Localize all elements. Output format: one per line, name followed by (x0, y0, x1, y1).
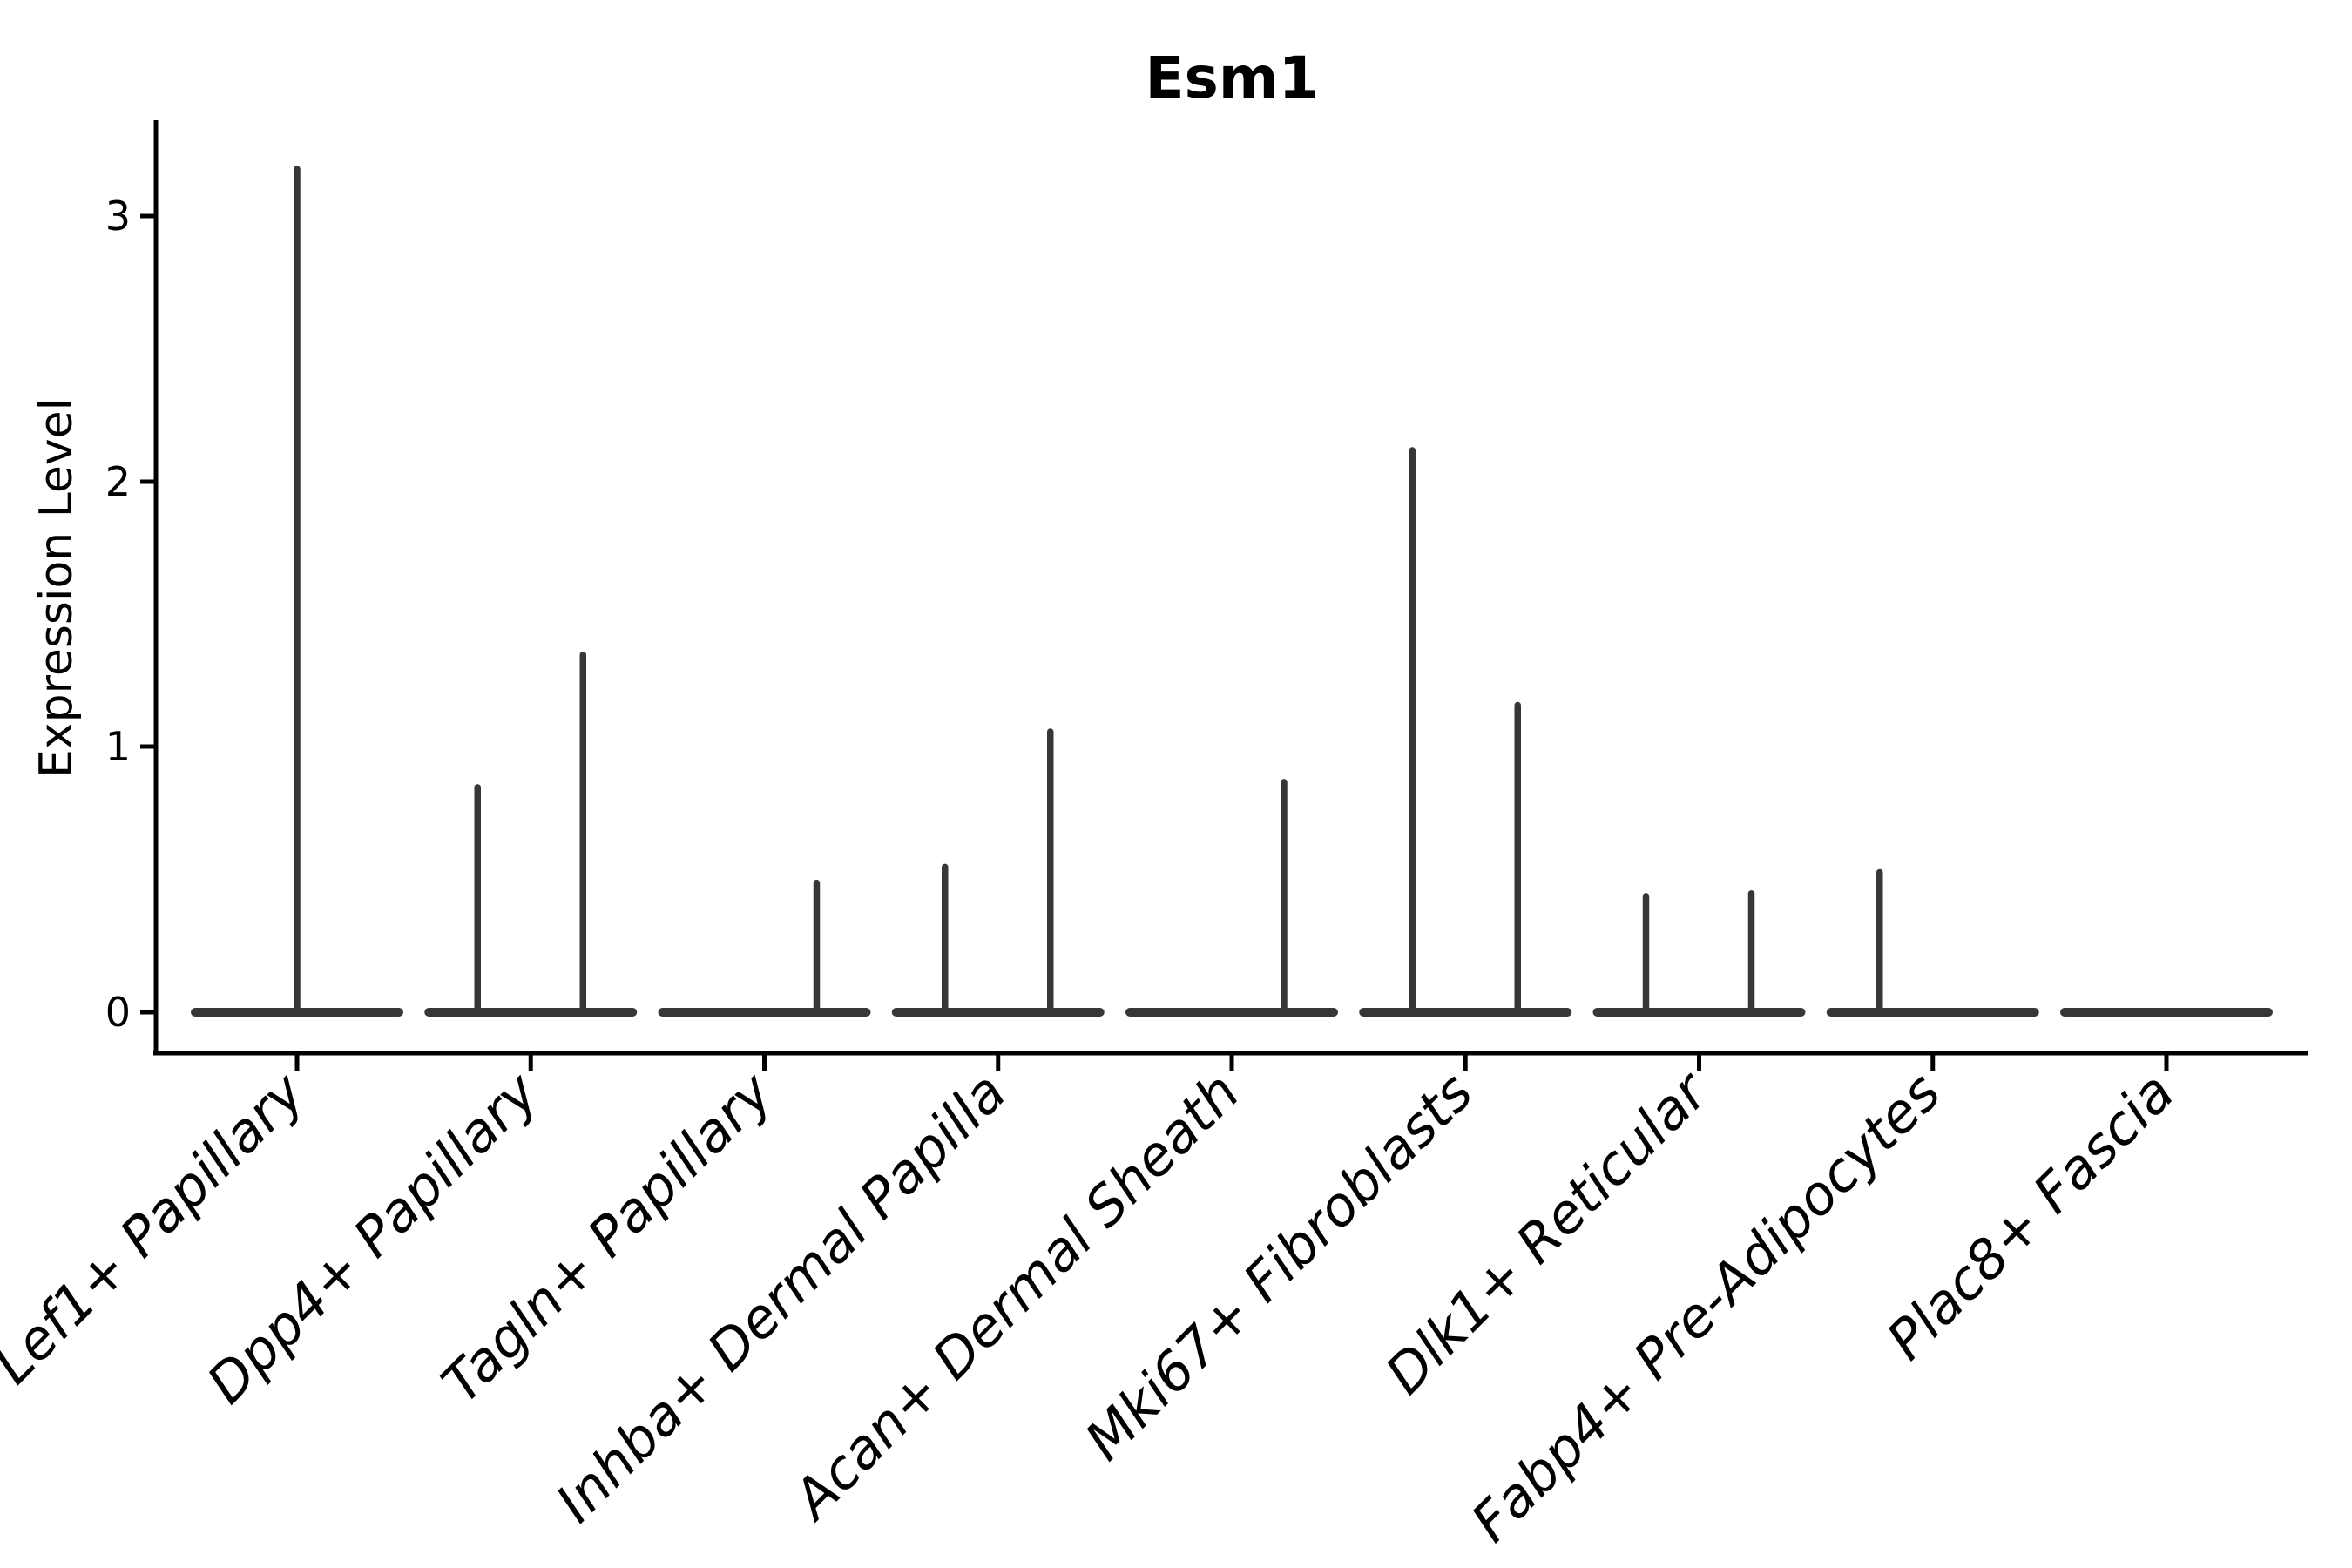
chart-title: Esm1 (1145, 44, 1318, 112)
y-tick-label: 3 (105, 193, 131, 240)
violins-layer (191, 166, 2273, 1071)
x-tick-label: Acan+ Dermal Sheath (779, 1060, 1252, 1533)
y-tick-label: 1 (105, 723, 131, 770)
x-tick-label: Mki67+ Fibroblasts (1072, 1060, 1484, 1472)
y-tick-label: 2 (105, 458, 131, 505)
y-axis-label: Expression Level (30, 398, 83, 778)
x-tick-label: Inhba+ Dermal Papilla (544, 1060, 1017, 1534)
x-tick-label: Fabp4+ Pre-Adipocytes (1459, 1060, 1953, 1554)
y-tick-label: 0 (105, 989, 131, 1036)
